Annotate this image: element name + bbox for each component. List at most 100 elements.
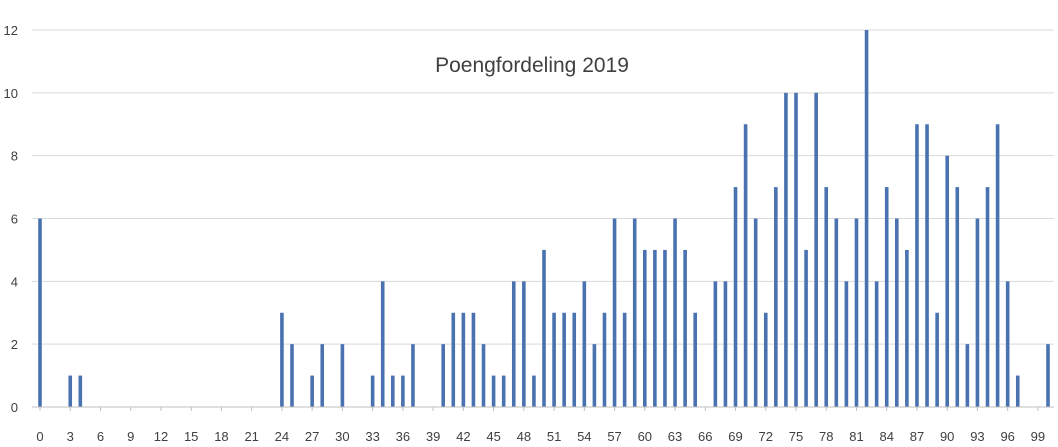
y-tick-label: 12 — [4, 23, 18, 38]
bar-75 — [794, 92, 798, 407]
bar-37 — [411, 344, 415, 407]
x-tick-label: 30 — [335, 429, 349, 444]
x-tick-label: 9 — [127, 429, 134, 444]
x-tick-label: 57 — [607, 429, 621, 444]
bar-51 — [552, 312, 556, 407]
bar-4 — [78, 375, 83, 407]
x-tick-label: 54 — [577, 429, 591, 444]
bar-33 — [370, 375, 375, 407]
bar-25 — [290, 344, 294, 407]
bar-94 — [985, 187, 990, 407]
y-tick-label: 10 — [4, 86, 18, 101]
x-tick-label: 63 — [668, 429, 682, 444]
bar-53 — [572, 312, 577, 407]
bar-54 — [582, 281, 587, 407]
bar-47 — [511, 281, 516, 407]
bar-87 — [915, 124, 919, 407]
bar-30 — [340, 344, 345, 407]
bar-42 — [461, 312, 466, 407]
x-tick-label: 87 — [910, 429, 924, 444]
bar-65 — [693, 312, 697, 407]
bar-52 — [562, 312, 566, 407]
bar-59 — [632, 218, 637, 407]
bar-48 — [522, 281, 526, 407]
bar-72 — [763, 312, 768, 407]
bar-58 — [622, 312, 627, 407]
bar-89 — [935, 312, 939, 407]
x-tick-label: 42 — [456, 429, 470, 444]
bar-76 — [804, 249, 808, 407]
bar-69 — [733, 187, 738, 407]
x-tick-label: 51 — [547, 429, 561, 444]
x-tick-label: 69 — [728, 429, 742, 444]
bar-82 — [864, 30, 869, 407]
bar-92 — [965, 344, 970, 407]
bar-90 — [945, 155, 949, 407]
bar-57 — [612, 218, 617, 407]
x-axis-tick-labels: 0 3 6 9 12 15 18 21 24 27 30 33 36 39 42 45 48 51 54 57 60 63… — [36, 407, 1045, 444]
x-tick-label: 45 — [486, 429, 500, 444]
bar-40 — [441, 344, 445, 407]
bar-77 — [814, 92, 818, 407]
x-tick-label: 12 — [154, 429, 168, 444]
bar-62 — [663, 249, 667, 407]
bar-49 — [532, 375, 536, 407]
bar-56 — [602, 312, 607, 407]
bar-43 — [471, 312, 476, 407]
bar-93 — [975, 218, 980, 407]
x-tick-label: 96 — [1000, 429, 1014, 444]
x-tick-label: 27 — [305, 429, 319, 444]
x-tick-label: 39 — [426, 429, 440, 444]
x-tick-label: 48 — [517, 429, 531, 444]
x-tick-label: 72 — [759, 429, 773, 444]
x-tick-label: 33 — [365, 429, 379, 444]
bar-68 — [723, 281, 728, 407]
bar-63 — [673, 218, 677, 407]
bar-73 — [774, 187, 778, 407]
bar-84 — [884, 187, 889, 407]
x-tick-label: 0 — [36, 429, 43, 444]
x-tick-label: 21 — [244, 429, 258, 444]
y-tick-label: 0 — [11, 400, 18, 415]
x-tick-label: 15 — [184, 429, 198, 444]
bar-67 — [713, 281, 718, 407]
x-tick-label: 18 — [214, 429, 228, 444]
x-tick-label: 3 — [67, 429, 74, 444]
x-tick-label: 24 — [275, 429, 289, 444]
x-tick-label: 99 — [1031, 429, 1045, 444]
bars — [38, 30, 1050, 407]
bar-100 — [1046, 344, 1050, 407]
bar-44 — [481, 344, 486, 407]
y-tick-label: 6 — [11, 212, 18, 227]
bar-97 — [1015, 375, 1020, 407]
x-tick-label: 75 — [789, 429, 803, 444]
bar-45 — [491, 375, 496, 407]
bar-78 — [824, 187, 829, 407]
y-tick-label: 2 — [11, 337, 18, 352]
bar-83 — [874, 281, 879, 407]
bar-28 — [320, 344, 325, 407]
bar-91 — [955, 187, 960, 407]
bar-46 — [501, 375, 506, 407]
x-tick-label: 81 — [849, 429, 863, 444]
bar-41 — [451, 312, 456, 407]
bar-0 — [38, 218, 42, 407]
bar-50 — [542, 249, 546, 407]
bar-61 — [653, 249, 657, 407]
x-tick-label: 36 — [396, 429, 410, 444]
x-tick-label: 93 — [970, 429, 984, 444]
x-tick-label: 90 — [940, 429, 954, 444]
bar-36 — [401, 375, 405, 407]
bar-88 — [925, 124, 929, 407]
x-tick-label: 60 — [638, 429, 652, 444]
y-axis-tick-labels: 0 2 4 6 8 10 12 — [4, 23, 18, 415]
bar-95 — [995, 124, 1000, 407]
x-tick-label: 78 — [819, 429, 833, 444]
bar-81 — [854, 218, 859, 407]
bar-70 — [743, 124, 748, 407]
bar-60 — [643, 249, 647, 407]
bar-35 — [391, 375, 395, 407]
gridlines — [32, 29, 1054, 345]
